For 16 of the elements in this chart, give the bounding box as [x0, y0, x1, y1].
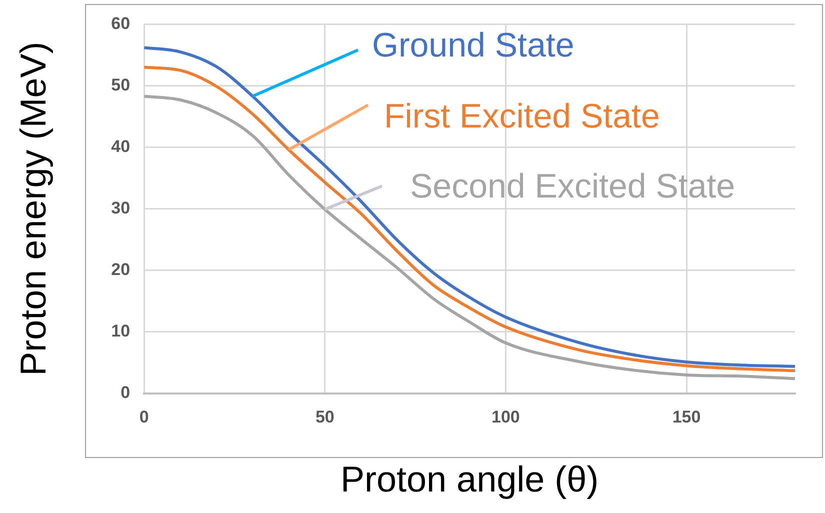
x-tick-label: 100 — [492, 407, 520, 426]
x-tick-label: 150 — [672, 407, 701, 426]
text: Ground State — [372, 26, 574, 64]
x-axis-title: Proton angle (θ) — [340, 458, 599, 500]
y-tick-label: 0 — [120, 383, 130, 402]
series-label: Second Excited State — [410, 167, 736, 206]
y-tick-label: 40 — [111, 136, 130, 156]
y-tick-label: 50 — [111, 75, 130, 94]
y-tick-label: 20 — [111, 260, 130, 280]
y-tick-label: 60 — [111, 14, 130, 33]
text: First Excited State — [384, 97, 660, 136]
x-tick-label: 0 — [139, 407, 149, 426]
x-tick-label: 50 — [315, 407, 334, 426]
y-axis-title: Proton energy (MeV) — [12, 42, 54, 376]
y-tick-label: 10 — [111, 322, 130, 341]
y-tick-label: 30 — [111, 198, 130, 218]
